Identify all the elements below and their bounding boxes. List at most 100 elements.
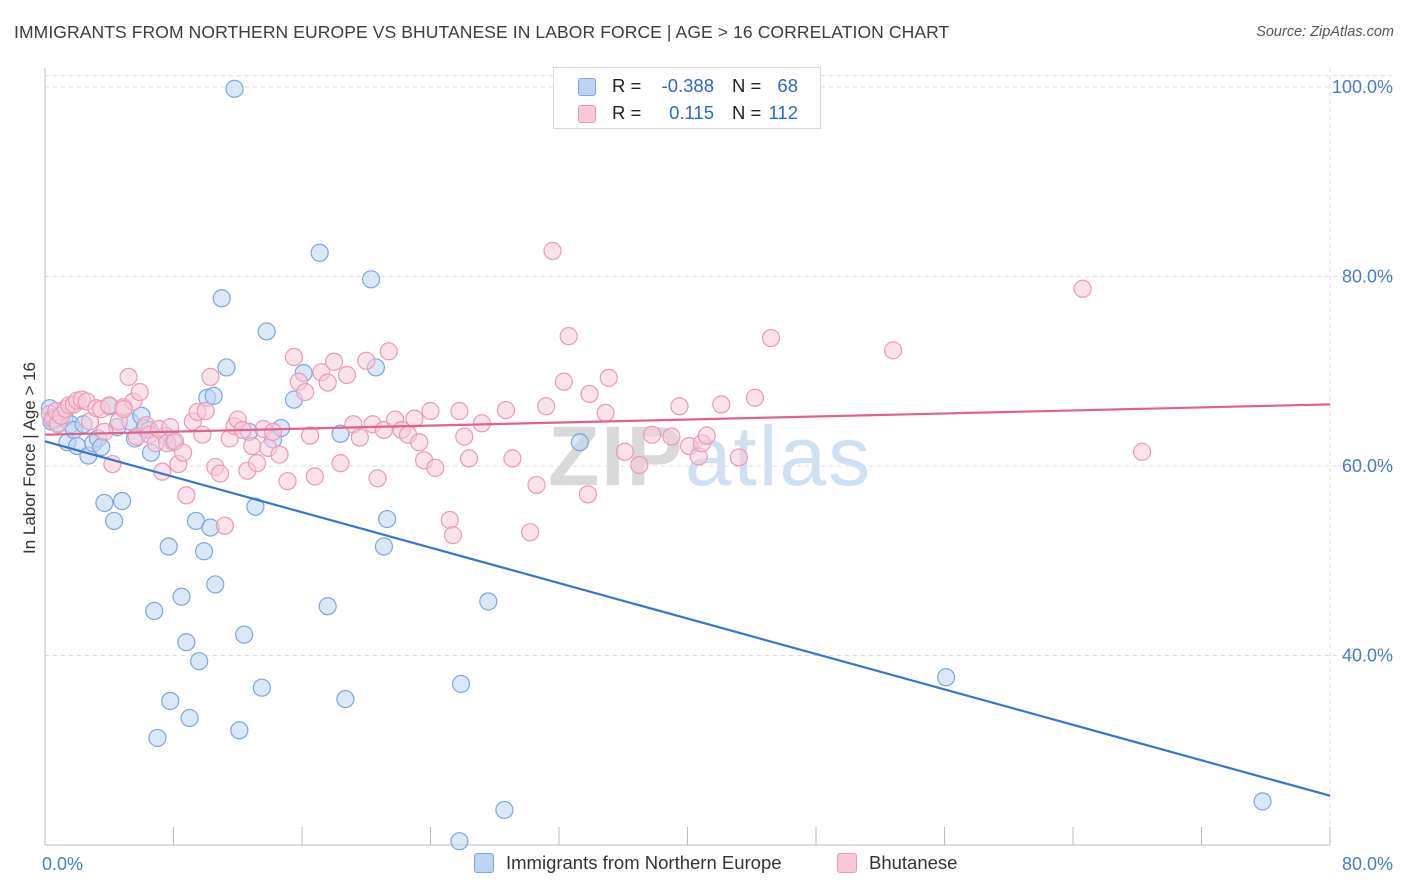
chart-title: IMMIGRANTS FROM NORTHERN EUROPE VS BHUTA…	[14, 22, 950, 42]
point-bhutanese	[543, 241, 562, 260]
legend-r-value: -0.388	[661, 75, 714, 96]
y-tick-label: 100.0%	[1332, 77, 1393, 97]
point-bhutanese	[459, 449, 479, 468]
point-bhutanese	[630, 455, 649, 475]
legend-swatch-pink	[578, 105, 596, 123]
point-bhutanese	[243, 436, 262, 456]
y-tick-label: 40.0%	[1342, 645, 1393, 665]
legend-r-label: R =	[612, 75, 642, 96]
point-bhutanese	[410, 433, 429, 452]
point-bhutanese	[503, 449, 522, 468]
point-northern-europe	[95, 493, 114, 513]
point-bhutanese	[670, 397, 689, 416]
point-bhutanese	[443, 526, 463, 545]
point-bhutanese	[331, 454, 350, 473]
x-tick-label: 0.0%	[42, 854, 83, 874]
point-northern-europe	[336, 689, 355, 709]
point-northern-europe	[374, 537, 394, 556]
point-northern-europe	[212, 289, 231, 308]
series-bhutanese	[40, 241, 1152, 545]
point-northern-europe	[159, 537, 178, 556]
bottom-legend-swatch-pink	[837, 853, 857, 873]
watermark: ZIPatlas	[548, 408, 872, 505]
point-northern-europe	[450, 832, 469, 851]
point-bhutanese	[580, 384, 599, 404]
y-axis-label: In Labor Force | Age > 16	[20, 362, 39, 554]
point-bhutanese	[247, 454, 267, 473]
point-northern-europe	[225, 79, 244, 98]
point-bhutanese	[554, 372, 573, 391]
point-bhutanese	[95, 422, 114, 441]
axes	[44, 68, 1331, 846]
x-tick-label: 80.0%	[1342, 854, 1393, 874]
point-bhutanese	[405, 409, 424, 428]
point-bhutanese	[350, 428, 369, 447]
point-bhutanese	[615, 442, 634, 461]
point-bhutanese	[527, 475, 546, 495]
point-bhutanese	[643, 425, 662, 444]
point-bhutanese	[379, 342, 398, 361]
point-northern-europe	[361, 270, 381, 289]
point-northern-europe	[172, 587, 191, 606]
point-bhutanese	[210, 464, 230, 483]
point-bhutanese	[305, 467, 324, 486]
watermark-atlas: atlas	[684, 409, 873, 503]
point-bhutanese	[712, 395, 731, 414]
point-northern-europe	[937, 668, 956, 687]
point-bhutanese	[1132, 442, 1152, 461]
point-northern-europe	[378, 509, 397, 529]
y-tick-label: 80.0%	[1342, 266, 1393, 286]
bottom-legend-label: Immigrants from Northern Europe	[506, 852, 782, 873]
point-northern-europe	[217, 358, 236, 377]
point-bhutanese	[263, 422, 283, 441]
trend-line-bhutanese	[44, 403, 1331, 436]
point-bhutanese	[357, 351, 376, 370]
legend-r-value: 0.115	[669, 102, 714, 123]
point-bhutanese	[119, 367, 138, 387]
legend-n-label: N =	[732, 102, 762, 123]
point-bhutanese	[426, 458, 445, 477]
point-northern-europe	[112, 491, 132, 511]
point-bhutanese	[450, 401, 469, 421]
point-bhutanese	[559, 327, 578, 346]
trend-lines	[44, 403, 1331, 797]
bottom-legend-label: Bhutanese	[869, 852, 958, 873]
point-bhutanese	[284, 347, 304, 367]
point-bhutanese	[455, 427, 474, 446]
point-bhutanese	[201, 367, 220, 387]
point-bhutanese	[177, 486, 196, 505]
point-northern-europe	[1253, 792, 1272, 811]
point-northern-europe	[318, 597, 337, 616]
trend-line-northern-europe	[44, 440, 1331, 797]
point-bhutanese	[1073, 279, 1092, 298]
point-bhutanese	[114, 400, 133, 419]
point-northern-europe	[570, 433, 589, 452]
point-bhutanese	[599, 368, 618, 387]
source-label: Source: ZipAtlas.com	[1256, 24, 1394, 40]
bottom-legend-swatch-blue	[474, 853, 494, 873]
point-bhutanese	[130, 382, 149, 402]
point-northern-europe	[451, 674, 471, 694]
legend-n-value: 112	[768, 102, 799, 123]
point-bhutanese	[662, 427, 681, 446]
point-bhutanese	[270, 445, 289, 464]
legend-n-value: 68	[777, 75, 798, 96]
point-northern-europe	[235, 625, 254, 644]
point-bhutanese	[596, 403, 615, 423]
point-bhutanese	[300, 426, 320, 445]
point-northern-europe	[495, 800, 514, 820]
point-bhutanese	[325, 352, 344, 371]
legend-swatch-blue	[578, 78, 596, 96]
point-bhutanese	[296, 382, 315, 402]
point-northern-europe	[257, 322, 276, 341]
point-northern-europe	[104, 511, 124, 531]
point-northern-europe	[204, 386, 223, 405]
point-northern-europe	[145, 601, 164, 621]
legend-n-label: N =	[732, 75, 762, 96]
point-bhutanese	[883, 341, 903, 360]
point-northern-europe	[180, 708, 199, 728]
series-northern-europe	[40, 79, 1272, 851]
point-bhutanese	[215, 516, 234, 535]
point-northern-europe	[161, 691, 180, 711]
